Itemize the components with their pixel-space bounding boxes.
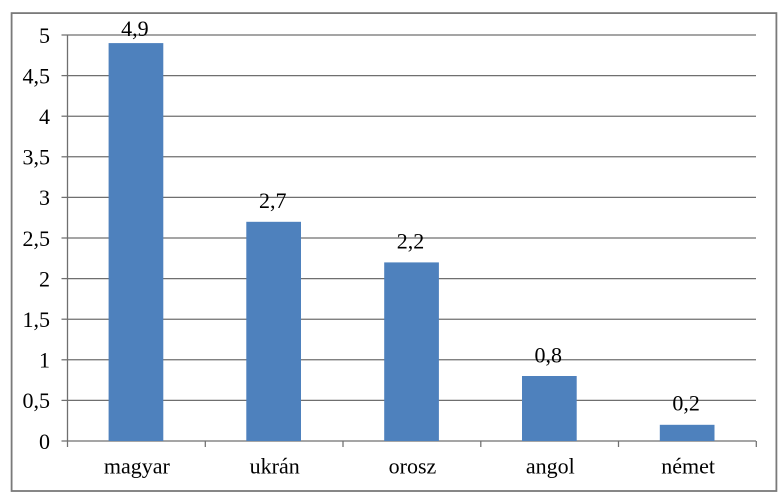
svg-text:angol: angol [526,453,575,478]
svg-text:3: 3 [39,185,50,210]
svg-text:0,2: 0,2 [672,391,700,416]
svg-text:0,8: 0,8 [535,343,563,368]
svg-text:1,5: 1,5 [23,307,51,332]
svg-text:2,2: 2,2 [397,228,425,253]
svg-text:4,5: 4,5 [23,63,51,88]
svg-text:2: 2 [39,266,50,291]
svg-text:ukrán: ukrán [250,453,300,478]
svg-text:3,5: 3,5 [23,145,51,170]
svg-text:2,7: 2,7 [259,188,287,213]
svg-text:5: 5 [39,23,50,48]
svg-text:0,5: 0,5 [23,388,51,413]
svg-text:1: 1 [39,348,50,373]
svg-text:4,9: 4,9 [121,16,149,41]
svg-text:magyar: magyar [104,453,171,478]
svg-text:2,5: 2,5 [23,226,51,251]
svg-text:4: 4 [39,104,50,129]
svg-text:0: 0 [39,429,50,454]
svg-text:orosz: orosz [389,453,437,478]
svg-text:német: német [661,453,715,478]
